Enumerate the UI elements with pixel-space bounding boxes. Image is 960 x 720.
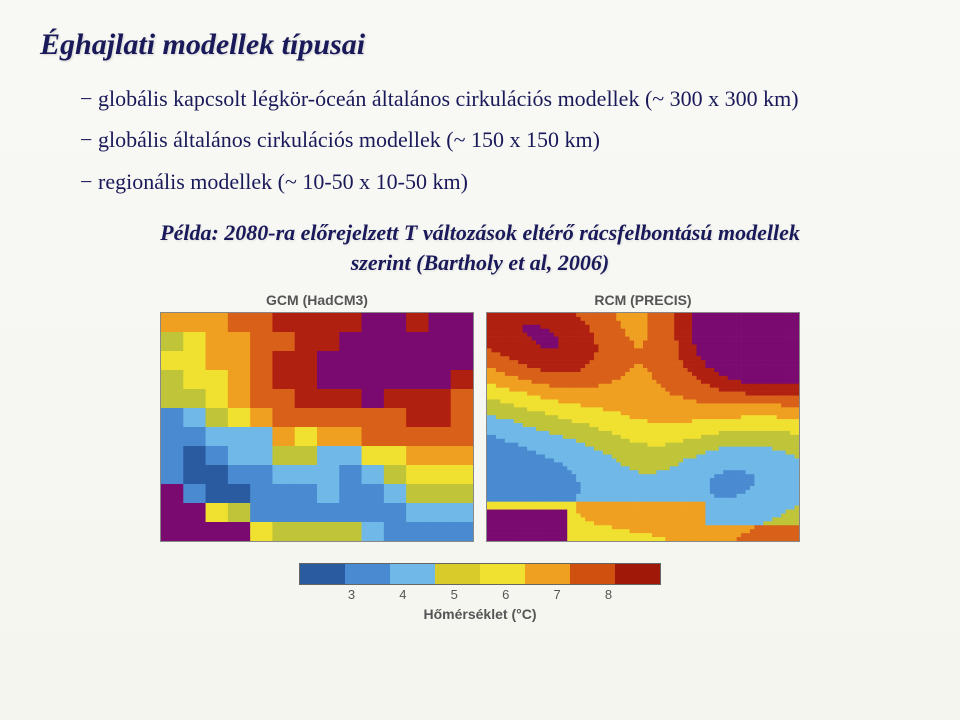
legend-tick: 4: [377, 587, 428, 602]
legend-label: Hőmérséklet (°C): [160, 606, 800, 622]
bullet-item: −globális kapcsolt légkör-óceán általáno…: [80, 80, 920, 117]
bullet-item: −globális általános cirkulációs modellek…: [80, 121, 920, 158]
bullet-text: globális kapcsolt légkör-óceán általános…: [98, 86, 799, 111]
rcm-map: [486, 312, 800, 542]
legend-segment: [480, 564, 525, 584]
figure-container: GCM (HadCM3) RCM (PRECIS) 345678 Hőmérsé…: [160, 292, 800, 622]
legend-tick: 7: [531, 587, 582, 602]
legend-segment: [345, 564, 390, 584]
legend-segment: [435, 564, 480, 584]
bullet-text: globális általános cirkulációs modellek …: [98, 127, 600, 152]
bullet-text: regionális modellek (~ 10-50 x 10-50 km): [98, 169, 468, 194]
legend-segment: [390, 564, 435, 584]
legend-tick: 8: [583, 587, 634, 602]
example-line2: szerint (Bartholy et al, 2006): [40, 248, 920, 278]
bullet-list: −globális kapcsolt légkör-óceán általáno…: [80, 80, 920, 200]
map-right-title: RCM (PRECIS): [486, 292, 800, 308]
map-left-wrap: GCM (HadCM3): [160, 292, 474, 547]
legend-segment: [300, 564, 345, 584]
map-left-title: GCM (HadCM3): [160, 292, 474, 308]
legend-ticks: 345678: [300, 587, 660, 602]
example-line1: Példa: 2080-ra előrejelzett T változások…: [40, 218, 920, 248]
bullet-item: −regionális modellek (~ 10-50 x 10-50 km…: [80, 163, 920, 200]
slide-title: Éghajlati modellek típusai: [40, 28, 920, 62]
map-right-wrap: RCM (PRECIS): [486, 292, 800, 547]
legend-segment: [525, 564, 570, 584]
gcm-map: [160, 312, 474, 542]
legend-tick: 3: [326, 587, 377, 602]
legend-segment: [570, 564, 615, 584]
legend-tick: 5: [429, 587, 480, 602]
legend-tick: 6: [480, 587, 531, 602]
example-caption: Példa: 2080-ra előrejelzett T változások…: [40, 218, 920, 277]
legend: 345678 Hőmérséklet (°C): [160, 563, 800, 622]
legend-colorbar: [299, 563, 661, 585]
legend-segment: [615, 564, 660, 584]
